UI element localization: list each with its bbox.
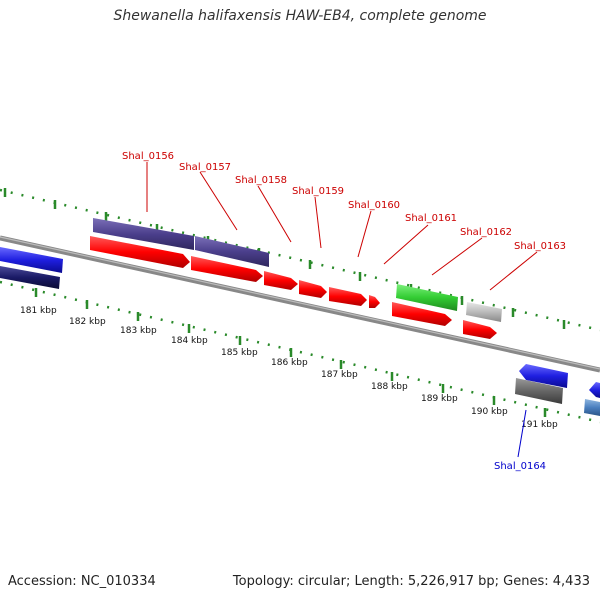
gene-label-shal-0157: Shal_0157 <box>179 162 231 173</box>
gene-boxes-forward <box>93 218 269 267</box>
gene-box <box>195 236 269 267</box>
cds-arrow <box>392 302 452 326</box>
kbp-labels: 181 kbp 182 kbp 183 kbp 184 kbp 185 kbp … <box>20 306 558 430</box>
rna-feature <box>396 284 458 311</box>
gene-label-shal-0162: Shal_0162 <box>460 227 512 238</box>
reverse-gene-box <box>0 266 60 289</box>
gene-box <box>93 218 194 250</box>
reverse-cds-arrow <box>519 364 568 388</box>
cds-arrow <box>191 256 263 282</box>
gene-label-shal-0164: Shal_0164 <box>494 461 546 472</box>
gene-label-shal-0161: Shal_0161 <box>405 213 457 224</box>
misc-feature <box>466 302 502 322</box>
genome-title: Shewanella halifaxensis HAW-EB4, complet… <box>113 8 487 24</box>
cds-arrows-forward <box>90 236 497 339</box>
label-leaders <box>146 162 538 458</box>
kbp-label: 191 kbp <box>521 420 558 430</box>
inner-tick-track <box>0 280 600 424</box>
kbp-label: 186 kbp <box>271 358 308 368</box>
topology-text: Topology: circular; Length: 5,226,917 bp… <box>232 574 590 589</box>
inner-major-ticks <box>34 288 547 417</box>
cds-arrow <box>299 280 327 298</box>
cds-arrow <box>264 271 298 290</box>
outer-tick-track <box>0 188 600 332</box>
cds-arrow <box>463 320 497 339</box>
reverse-cds-arrow <box>0 247 63 273</box>
reverse-gene-box <box>515 378 563 404</box>
gene-labels: Shal_0156 Shal_0157 Shal_0158 Shal_0159 … <box>122 151 566 472</box>
reverse-cds-arrow <box>589 382 600 398</box>
kbp-label: 181 kbp <box>20 306 57 316</box>
kbp-label: 182 kbp <box>69 317 106 327</box>
gene-label-shal-0158: Shal_0158 <box>235 175 287 186</box>
kbp-label: 188 kbp <box>371 382 408 392</box>
other-features <box>396 284 502 322</box>
cds-arrow <box>90 236 190 268</box>
genome-backbone <box>0 235 600 373</box>
cds-arrow <box>329 287 367 306</box>
gene-label-shal-0160: Shal_0160 <box>348 200 400 211</box>
gene-label-shal-0159: Shal_0159 <box>292 186 344 197</box>
kbp-label: 187 kbp <box>321 370 358 380</box>
gene-label-shal-0163: Shal_0163 <box>514 241 566 252</box>
cds-arrow <box>369 295 380 308</box>
kbp-label: 190 kbp <box>471 407 508 417</box>
kbp-label: 185 kbp <box>221 348 258 358</box>
gene-label-shal-0156: Shal_0156 <box>122 151 174 162</box>
reverse-strand-features <box>0 247 600 416</box>
kbp-label: 189 kbp <box>421 394 458 404</box>
kbp-label: 183 kbp <box>120 326 157 336</box>
kbp-label: 184 kbp <box>171 336 208 346</box>
accession-text: Accession: NC_010334 <box>8 574 156 589</box>
reverse-gene-box <box>584 399 600 416</box>
